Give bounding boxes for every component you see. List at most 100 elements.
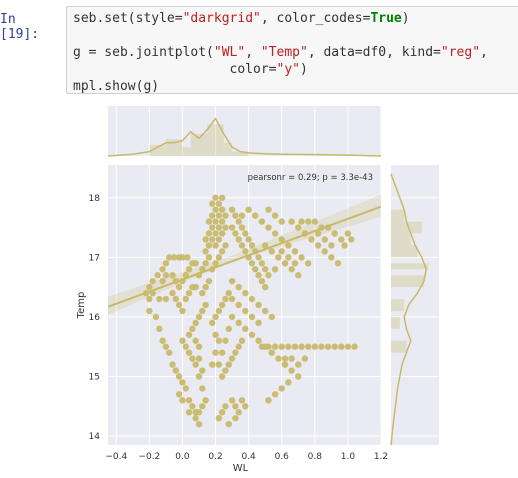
scatter-point [301,355,309,362]
scatter-point [185,266,193,273]
scatter-point [179,277,186,285]
scatter-point [288,355,295,362]
scatter-point [212,194,219,201]
scatter-point [205,242,213,249]
scatter-point [182,385,189,392]
scatter-point [215,212,223,219]
scatter-point [156,295,163,303]
scatter-point [281,355,289,362]
scatter-point [298,218,305,225]
scatter-point [209,266,216,273]
scatter-point [212,242,219,249]
top-hist-bar [207,124,224,156]
scatter-point [291,343,299,350]
scatter-point [341,242,348,249]
scatter-point [199,403,206,410]
scatter-point [344,230,352,237]
right-hist-bar [391,275,424,288]
scatter-point [265,397,272,404]
scatter-point [245,206,252,213]
scatter-point [281,361,289,368]
scatter-point [338,343,345,350]
scatter-point [175,373,183,380]
scatter-point [149,289,156,297]
code-token: ) [401,11,410,26]
scatter-point [232,403,239,410]
scatter-point [238,224,246,231]
scatter-point [228,355,236,362]
scatter-point [225,289,232,297]
code-token: color= [73,62,277,77]
scatter-point [348,236,355,243]
scatter-point [142,289,150,297]
scatter-point [305,260,312,267]
scatter-point [182,272,189,279]
scatter-point [295,272,302,279]
scatter-point [179,307,186,315]
scatter-point [215,307,223,315]
code-token: "y" [276,62,300,77]
scatter-point [195,343,203,350]
scatter-point [209,319,216,327]
scatter-point [212,206,219,213]
code-token: ) [299,62,308,77]
scatter-point [182,295,189,303]
code-token: , [245,45,261,60]
code-text[interactable]: seb.set(style="darkgrid", color_codes=Tr… [67,7,518,98]
scatter-point [314,230,322,237]
scatter-point [192,283,199,291]
scatter-point [152,313,160,321]
scatter-point [195,355,203,362]
scatter-point [271,343,279,350]
scatter-point [298,254,305,261]
scatter-point [222,224,229,231]
scatter-point [212,260,219,267]
scatter-point [228,277,236,285]
code-token: "reg" [440,45,481,60]
scatter-point [218,248,226,255]
scatter-point [179,397,186,404]
scatter-point [285,242,292,249]
scatter-point [245,236,252,243]
regression-ci-band [108,194,381,315]
scatter-point [232,230,239,237]
scatter-point [295,373,302,380]
x-tick-label: 1.2 [374,452,388,462]
scatter-point [252,266,259,273]
scatter-point [271,212,279,219]
scatter-point [242,325,249,333]
scatter-point [199,307,206,315]
scatter-point [265,206,272,213]
scatter-point [311,218,319,225]
right-kde-line [390,173,427,446]
code-cell-input[interactable]: seb.set(style="darkgrid", color_codes=Tr… [66,6,518,94]
scatter-point [281,260,289,267]
scatter-point [202,248,209,255]
scatter-point [265,224,272,231]
scatter-point [225,325,232,333]
scatter-point [149,277,156,285]
scatter-point [261,266,269,273]
scatter-point [238,337,246,344]
scatter-point [182,343,189,350]
scatter-point [205,230,213,237]
scatter-point [162,272,170,279]
scatter-point [218,373,226,380]
x-tick-label: 0.2 [208,452,222,462]
scatter-point [311,343,319,350]
scatter-point [228,206,236,213]
y-tick-label: 15 [89,372,100,382]
scatter-point [170,254,178,261]
scatter-point [218,409,226,416]
scatter-point [202,260,209,267]
scatter-point [218,301,226,309]
y-tick-label: 16 [89,313,101,323]
code-token: , color_codes= [260,11,371,26]
scatter-point [275,355,282,362]
code-token: "WL" [213,45,246,60]
scatter-point [288,218,295,225]
code-token: , data=df0, kind= [307,45,441,60]
scatter-point [248,295,256,303]
scatter-point [248,331,256,338]
scatter-point [212,349,219,356]
